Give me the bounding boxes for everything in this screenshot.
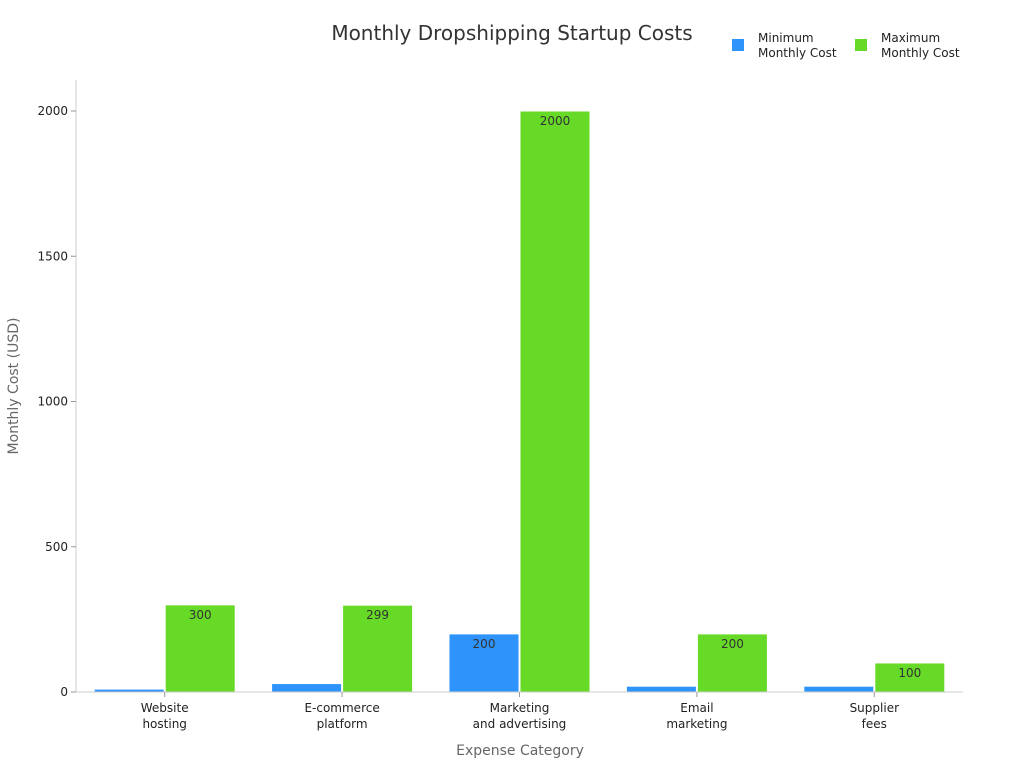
max-cost-bar bbox=[519, 110, 591, 693]
legend-label: Monthly Cost bbox=[881, 46, 960, 60]
y-tick-label: 2000 bbox=[37, 104, 68, 118]
bar-value-label: 200 bbox=[473, 637, 496, 651]
x-tick-label: Marketing bbox=[490, 701, 550, 715]
legend-label: Maximum bbox=[881, 31, 940, 45]
min-cost-bar bbox=[625, 685, 697, 693]
bar-value-label: 200 bbox=[721, 637, 744, 651]
y-tick-label: 0 bbox=[60, 685, 68, 699]
bar-value-label: 100 bbox=[898, 666, 921, 680]
y-tick-label: 1500 bbox=[37, 249, 68, 263]
y-tick-label: 500 bbox=[45, 540, 68, 554]
legend-swatch-min bbox=[732, 39, 744, 51]
max-cost-bar bbox=[164, 604, 236, 693]
chart-title: Monthly Dropshipping Startup Costs bbox=[331, 21, 692, 45]
x-tick-label: Email bbox=[680, 701, 713, 715]
x-tick-label: fees bbox=[862, 717, 887, 731]
axes: 0 500 1000 1500 2000 Website hosting E-commerce… bbox=[37, 80, 963, 731]
bar-value-label: 299 bbox=[366, 608, 389, 622]
bars: 300 299 200 2000 200 100 bbox=[93, 110, 946, 693]
x-tick-label: Website bbox=[141, 701, 189, 715]
legend-swatch-max bbox=[855, 39, 867, 51]
bar-value-label: 2000 bbox=[540, 114, 571, 128]
bar-value-label: 300 bbox=[189, 608, 212, 622]
x-tick-label: platform bbox=[317, 717, 368, 731]
legend-label: Monthly Cost bbox=[758, 46, 837, 60]
x-axis-label: Expense Category bbox=[456, 743, 584, 759]
x-tick-label: Supplier bbox=[850, 701, 900, 715]
max-cost-bar bbox=[696, 633, 768, 693]
y-tick-label: 1000 bbox=[37, 395, 68, 409]
y-axis-label: Monthly Cost (USD) bbox=[6, 318, 22, 455]
x-tick-label: E-commerce bbox=[304, 701, 379, 715]
x-tick-label: marketing bbox=[666, 717, 727, 731]
legend-label: Minimum bbox=[758, 31, 814, 45]
min-cost-bar bbox=[271, 683, 343, 693]
x-tick-label: hosting bbox=[142, 717, 186, 731]
x-tick-label: and advertising bbox=[473, 717, 567, 731]
min-cost-bar bbox=[448, 633, 520, 693]
min-cost-bar bbox=[803, 685, 875, 693]
